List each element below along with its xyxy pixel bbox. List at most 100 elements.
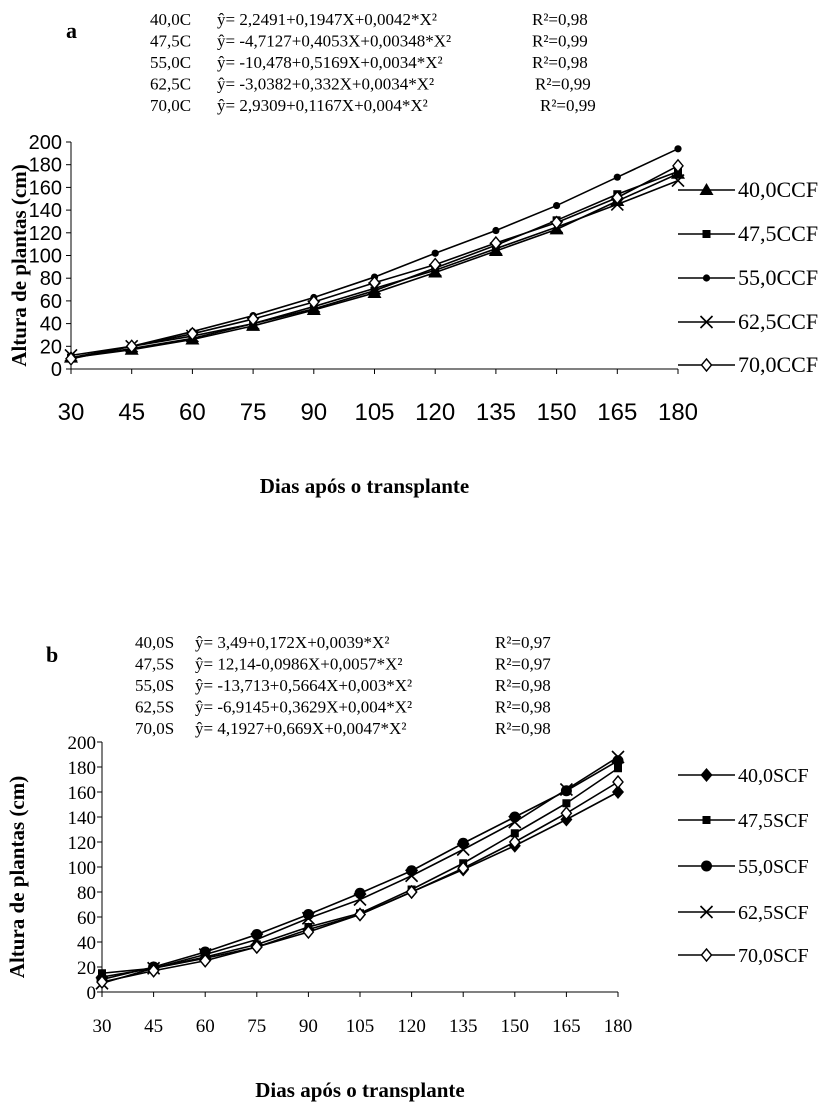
data-point-b-4-2 (199, 953, 212, 968)
legend-entry-b-2: 55,0SCF (678, 856, 809, 878)
x-tick-label-a-1: 45 (118, 399, 145, 426)
series-b-1 (98, 764, 622, 978)
series-b-2 (96, 755, 624, 985)
series-b-3 (95, 750, 625, 990)
y-tick-label-b-10: 200 (68, 733, 97, 754)
y-tick-label-b-5: 100 (68, 858, 97, 879)
data-point-b-4-4 (302, 924, 315, 940)
data-point-b-3-3-shape (250, 932, 264, 947)
data-point-a-4-7 (489, 235, 502, 251)
data-point-b-0-10 (612, 785, 624, 799)
legend-marker-a-4-shape (700, 357, 713, 373)
data-point-a-2-8 (553, 201, 561, 210)
data-point-b-1-9 (562, 799, 571, 808)
data-point-b-3-10-shape (611, 750, 625, 764)
data-point-b-3-7-shape (456, 842, 470, 857)
data-point-a-2-10-shape (674, 145, 682, 153)
equation-text-a-1: ŷ= -4,7127+0,4053X+0,00348*X² (217, 32, 451, 51)
data-point-a-4-2 (186, 326, 199, 341)
series-a-1 (67, 167, 682, 362)
legend-marker-a-4 (700, 357, 713, 373)
data-point-b-3-6-shape (405, 869, 419, 883)
equation-r2-b-0: R²=0,97 (495, 633, 551, 652)
y-tick-label-b-6: 120 (68, 833, 97, 854)
data-point-a-4-6-shape (429, 257, 442, 272)
data-point-b-3-9 (559, 782, 573, 797)
legend-label-a-2: 55,0CCF (738, 265, 818, 290)
equation-id-a-4: 70,0C (150, 96, 191, 115)
equation-r2-b-4: R²=0,98 (495, 719, 551, 738)
y-tick-label-b-4: 80 (77, 883, 96, 904)
data-point-b-3-7 (456, 842, 470, 857)
x-tick-label-b-1: 45 (144, 1016, 163, 1037)
data-point-a-2-6-shape (431, 249, 439, 257)
legend-label-a-4: 70,0CCF (738, 352, 818, 377)
data-point-b-4-3-shape (250, 939, 263, 955)
data-point-b-3-8-shape (508, 815, 522, 829)
data-point-a-3-10 (671, 174, 685, 188)
equation-id-b-0: 40,0S (135, 633, 174, 652)
data-point-b-3-6 (405, 869, 419, 883)
equation-r2-a-4: R²=0,99 (540, 96, 596, 115)
y-tick-label-b-0: 0 (87, 983, 97, 1004)
equation-text-b-2: ŷ= -13,713+0,5664X+0,003*X² (195, 676, 412, 695)
legend-label-a-3: 62,5CCF (738, 309, 818, 334)
data-point-a-4-2-shape (186, 326, 199, 341)
series-line-b-4 (101, 781, 619, 983)
data-point-b-3-8 (508, 815, 522, 829)
data-point-b-4-0-shape (96, 974, 108, 990)
equation-r2-b-1: R²=0,97 (495, 655, 551, 674)
equation-r2-a-0: R²=0,98 (532, 10, 588, 29)
data-point-a-4-5-shape (368, 275, 381, 290)
x-tick-label-a-3: 75 (240, 399, 267, 426)
equation-r2-a-1: R²=0,99 (532, 32, 588, 51)
data-point-b-1-0-shape (98, 969, 106, 978)
data-point-b-4-3 (250, 939, 263, 955)
data-point-a-3-10-shape (671, 174, 685, 188)
data-point-b-4-5 (354, 907, 366, 922)
equation-id-b-3: 62,5S (135, 698, 174, 717)
data-point-b-4-9-shape (560, 806, 573, 821)
data-point-a-4-0-shape (65, 351, 77, 366)
equation-text-b-0: ŷ= 3,49+0,172X+0,0039*X² (195, 633, 389, 652)
legend-marker-b-1 (702, 816, 711, 824)
legend-entry-a-1: 47,5CCF (678, 221, 818, 246)
x-tick-label-b-3: 75 (247, 1016, 266, 1037)
data-point-a-2-8-shape (553, 201, 561, 210)
equation-text-b-3: ŷ= -6,9145+0,3629X+0,004*X² (195, 698, 412, 717)
data-point-a-4-0 (65, 351, 77, 366)
data-point-a-2-10 (674, 145, 682, 153)
data-point-b-4-6-shape (405, 884, 418, 900)
data-point-b-4-5-shape (354, 907, 366, 922)
data-point-b-1-9-shape (562, 799, 571, 808)
legend-entry-b-0: 40,0SCF (678, 765, 809, 787)
data-point-a-4-4 (307, 294, 320, 310)
equation-id-b-1: 47,5S (135, 655, 174, 674)
x-tick-label-b-6: 120 (397, 1016, 426, 1037)
data-point-a-4-4-shape (307, 294, 320, 310)
legend-entry-a-2: 55,0CCF (678, 265, 818, 290)
equation-r2-b-3: R²=0,98 (495, 698, 551, 717)
data-point-a-4-10 (672, 158, 684, 173)
data-point-b-4-0 (96, 974, 108, 990)
equation-r2-a-3: R²=0,99 (535, 75, 591, 94)
data-point-a-1-5 (370, 286, 379, 295)
series-a-0 (64, 166, 685, 363)
data-point-a-4-5 (368, 275, 381, 290)
y-tick-label-a-8: 160 (29, 177, 62, 199)
data-point-a-4-3-shape (247, 311, 260, 327)
y-tick-label-a-0: 0 (51, 359, 62, 381)
equation-id-b-2: 55,0S (135, 676, 174, 695)
data-point-b-0-10-shape (612, 785, 624, 799)
data-point-b-3-4-shape (301, 911, 315, 925)
panel-label-a: a (66, 18, 77, 43)
data-point-b-4-8-shape (508, 834, 521, 850)
x-tick-label-b-2: 60 (196, 1016, 215, 1037)
equation-id-a-1: 47,5C (150, 32, 191, 51)
legend-marker-a-2-shape (702, 274, 711, 282)
y-tick-label-a-9: 180 (29, 155, 62, 177)
y-tick-label-b-3: 60 (77, 908, 96, 929)
data-point-a-2-7-shape (492, 226, 500, 235)
legend-marker-b-1-shape (702, 816, 711, 824)
legend-marker-a-1-shape (702, 230, 711, 238)
